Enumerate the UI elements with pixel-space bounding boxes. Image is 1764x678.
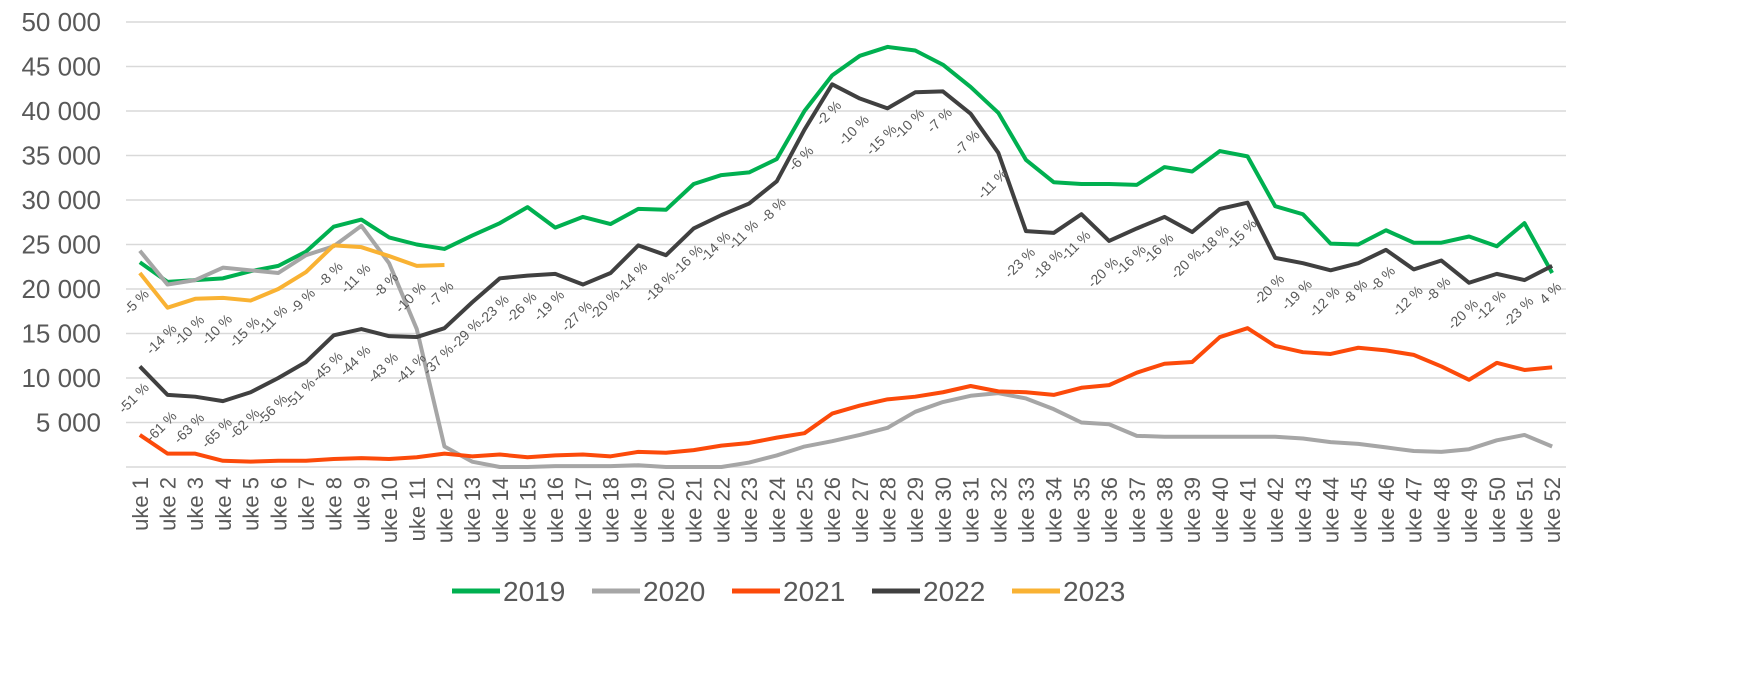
x-tick-label: uke 36 <box>1097 477 1122 543</box>
x-tick-label: uke 1 <box>128 477 153 531</box>
x-tick-label: uke 49 <box>1457 477 1482 543</box>
change-label: -2 % <box>813 97 845 129</box>
change-label: -18 % <box>641 268 678 305</box>
x-tick-label: uke 38 <box>1152 477 1177 543</box>
x-tick-label: uke 4 <box>211 477 236 531</box>
x-tick-label: uke 25 <box>792 477 817 543</box>
x-tick-label: uke 12 <box>432 477 457 543</box>
x-tick-label: uke 10 <box>377 477 402 543</box>
x-tick-label: uke 6 <box>266 477 291 531</box>
x-tick-label: uke 5 <box>239 477 264 531</box>
series-line <box>138 243 445 310</box>
y-tick-label: 45 000 <box>21 52 101 82</box>
x-tick-label: uke 31 <box>959 477 984 543</box>
x-tick-label: uke 23 <box>737 477 762 543</box>
x-tick-label: uke 32 <box>986 477 1011 543</box>
x-tick-label: uke 22 <box>709 477 734 543</box>
change-label: 4 % <box>1536 279 1564 307</box>
x-tick-label: uke 29 <box>903 477 928 543</box>
change-label: -26 % <box>502 288 539 325</box>
series-line <box>138 326 1553 464</box>
x-tick-label: uke 52 <box>1540 477 1565 543</box>
x-tick-label: uke 37 <box>1125 477 1150 543</box>
x-tick-label: uke 46 <box>1374 477 1399 543</box>
y-tick-label: 35 000 <box>21 141 101 171</box>
y-tick-label: 10 000 <box>21 363 101 393</box>
x-tick-label: uke 27 <box>848 477 873 543</box>
x-tick-label: uke 21 <box>682 477 707 543</box>
x-tick-label: uke 20 <box>654 477 679 543</box>
x-tick-label: uke 8 <box>322 477 347 531</box>
x-tick-label: uke 40 <box>1208 477 1233 543</box>
x-tick-label: uke 45 <box>1346 477 1371 543</box>
x-tick-label: uke 14 <box>488 477 513 543</box>
y-tick-label: 50 000 <box>21 7 101 37</box>
x-tick-label: uke 28 <box>876 477 901 543</box>
change-label: -11 % <box>1057 227 1093 263</box>
change-label: -7 % <box>951 126 983 158</box>
x-tick-label: uke 35 <box>1069 477 1094 543</box>
x-tick-label: uke 42 <box>1263 477 1288 543</box>
change-label: -12 % <box>1389 282 1426 319</box>
legend-label: 2021 <box>783 576 845 607</box>
y-tick-label: 40 000 <box>21 96 101 126</box>
x-tick-label: uke 13 <box>460 477 485 543</box>
x-tick-label: uke 34 <box>1042 477 1067 543</box>
x-tick-label: uke 3 <box>183 477 208 531</box>
x-tick-label: uke 30 <box>931 477 956 543</box>
y-tick-label: 5 000 <box>36 408 101 438</box>
x-tick-label: uke 9 <box>349 477 374 531</box>
change-label: -16 % <box>1139 230 1176 267</box>
series-line <box>138 44 1554 284</box>
x-tick-label: uke 17 <box>571 477 596 543</box>
change-label: -8 % <box>1422 273 1454 305</box>
legend-label: 2020 <box>643 576 705 607</box>
x-tick-label: uke 33 <box>1014 477 1039 543</box>
legend-label: 2023 <box>1063 576 1125 607</box>
x-tick-label: uke 51 <box>1512 477 1537 543</box>
y-tick-label: 30 000 <box>21 185 101 215</box>
y-tick-label: 15 000 <box>21 319 101 349</box>
x-tick-label: uke 48 <box>1429 477 1454 543</box>
legend-label: 2019 <box>503 576 565 607</box>
x-tick-label: uke 43 <box>1291 477 1316 543</box>
series-line <box>138 82 1554 404</box>
change-label: -8 % <box>370 269 402 301</box>
change-label: -11 % <box>337 260 373 296</box>
x-tick-label: uke 44 <box>1319 477 1344 543</box>
change-label: -7 % <box>923 104 955 136</box>
change-label: -20 % <box>586 286 623 323</box>
legend-label: 2022 <box>923 576 985 607</box>
x-tick-label: uke 18 <box>599 477 624 543</box>
change-label: -51 % <box>115 379 152 416</box>
series-line <box>138 223 1553 469</box>
x-tick-label: uke 26 <box>820 477 845 543</box>
x-tick-label: uke 50 <box>1485 477 1510 543</box>
x-tick-label: uke 16 <box>543 477 568 543</box>
x-tick-label: uke 7 <box>294 477 319 531</box>
change-label: -7 % <box>425 278 457 310</box>
x-tick-label: uke 19 <box>626 477 651 543</box>
change-label: -51 % <box>281 375 318 412</box>
x-tick-label: uke 11 <box>405 477 430 541</box>
x-tick-label: uke 39 <box>1180 477 1205 543</box>
y-tick-label: 25 000 <box>21 230 101 260</box>
change-label: -14 % <box>696 228 733 265</box>
x-tick-label: uke 15 <box>516 477 541 543</box>
change-label: -5 % <box>120 286 152 318</box>
change-label: -6 % <box>785 142 817 174</box>
x-tick-label: uke 41 <box>1236 477 1261 543</box>
x-tick-label: uke 2 <box>156 477 181 531</box>
y-tick-label: 20 000 <box>21 274 101 304</box>
change-label: -8 % <box>757 194 789 226</box>
x-tick-label: uke 47 <box>1402 477 1427 543</box>
change-label: -8 % <box>1339 276 1371 308</box>
change-label: -11 % <box>725 216 761 252</box>
x-tick-label: uke 24 <box>765 477 790 543</box>
